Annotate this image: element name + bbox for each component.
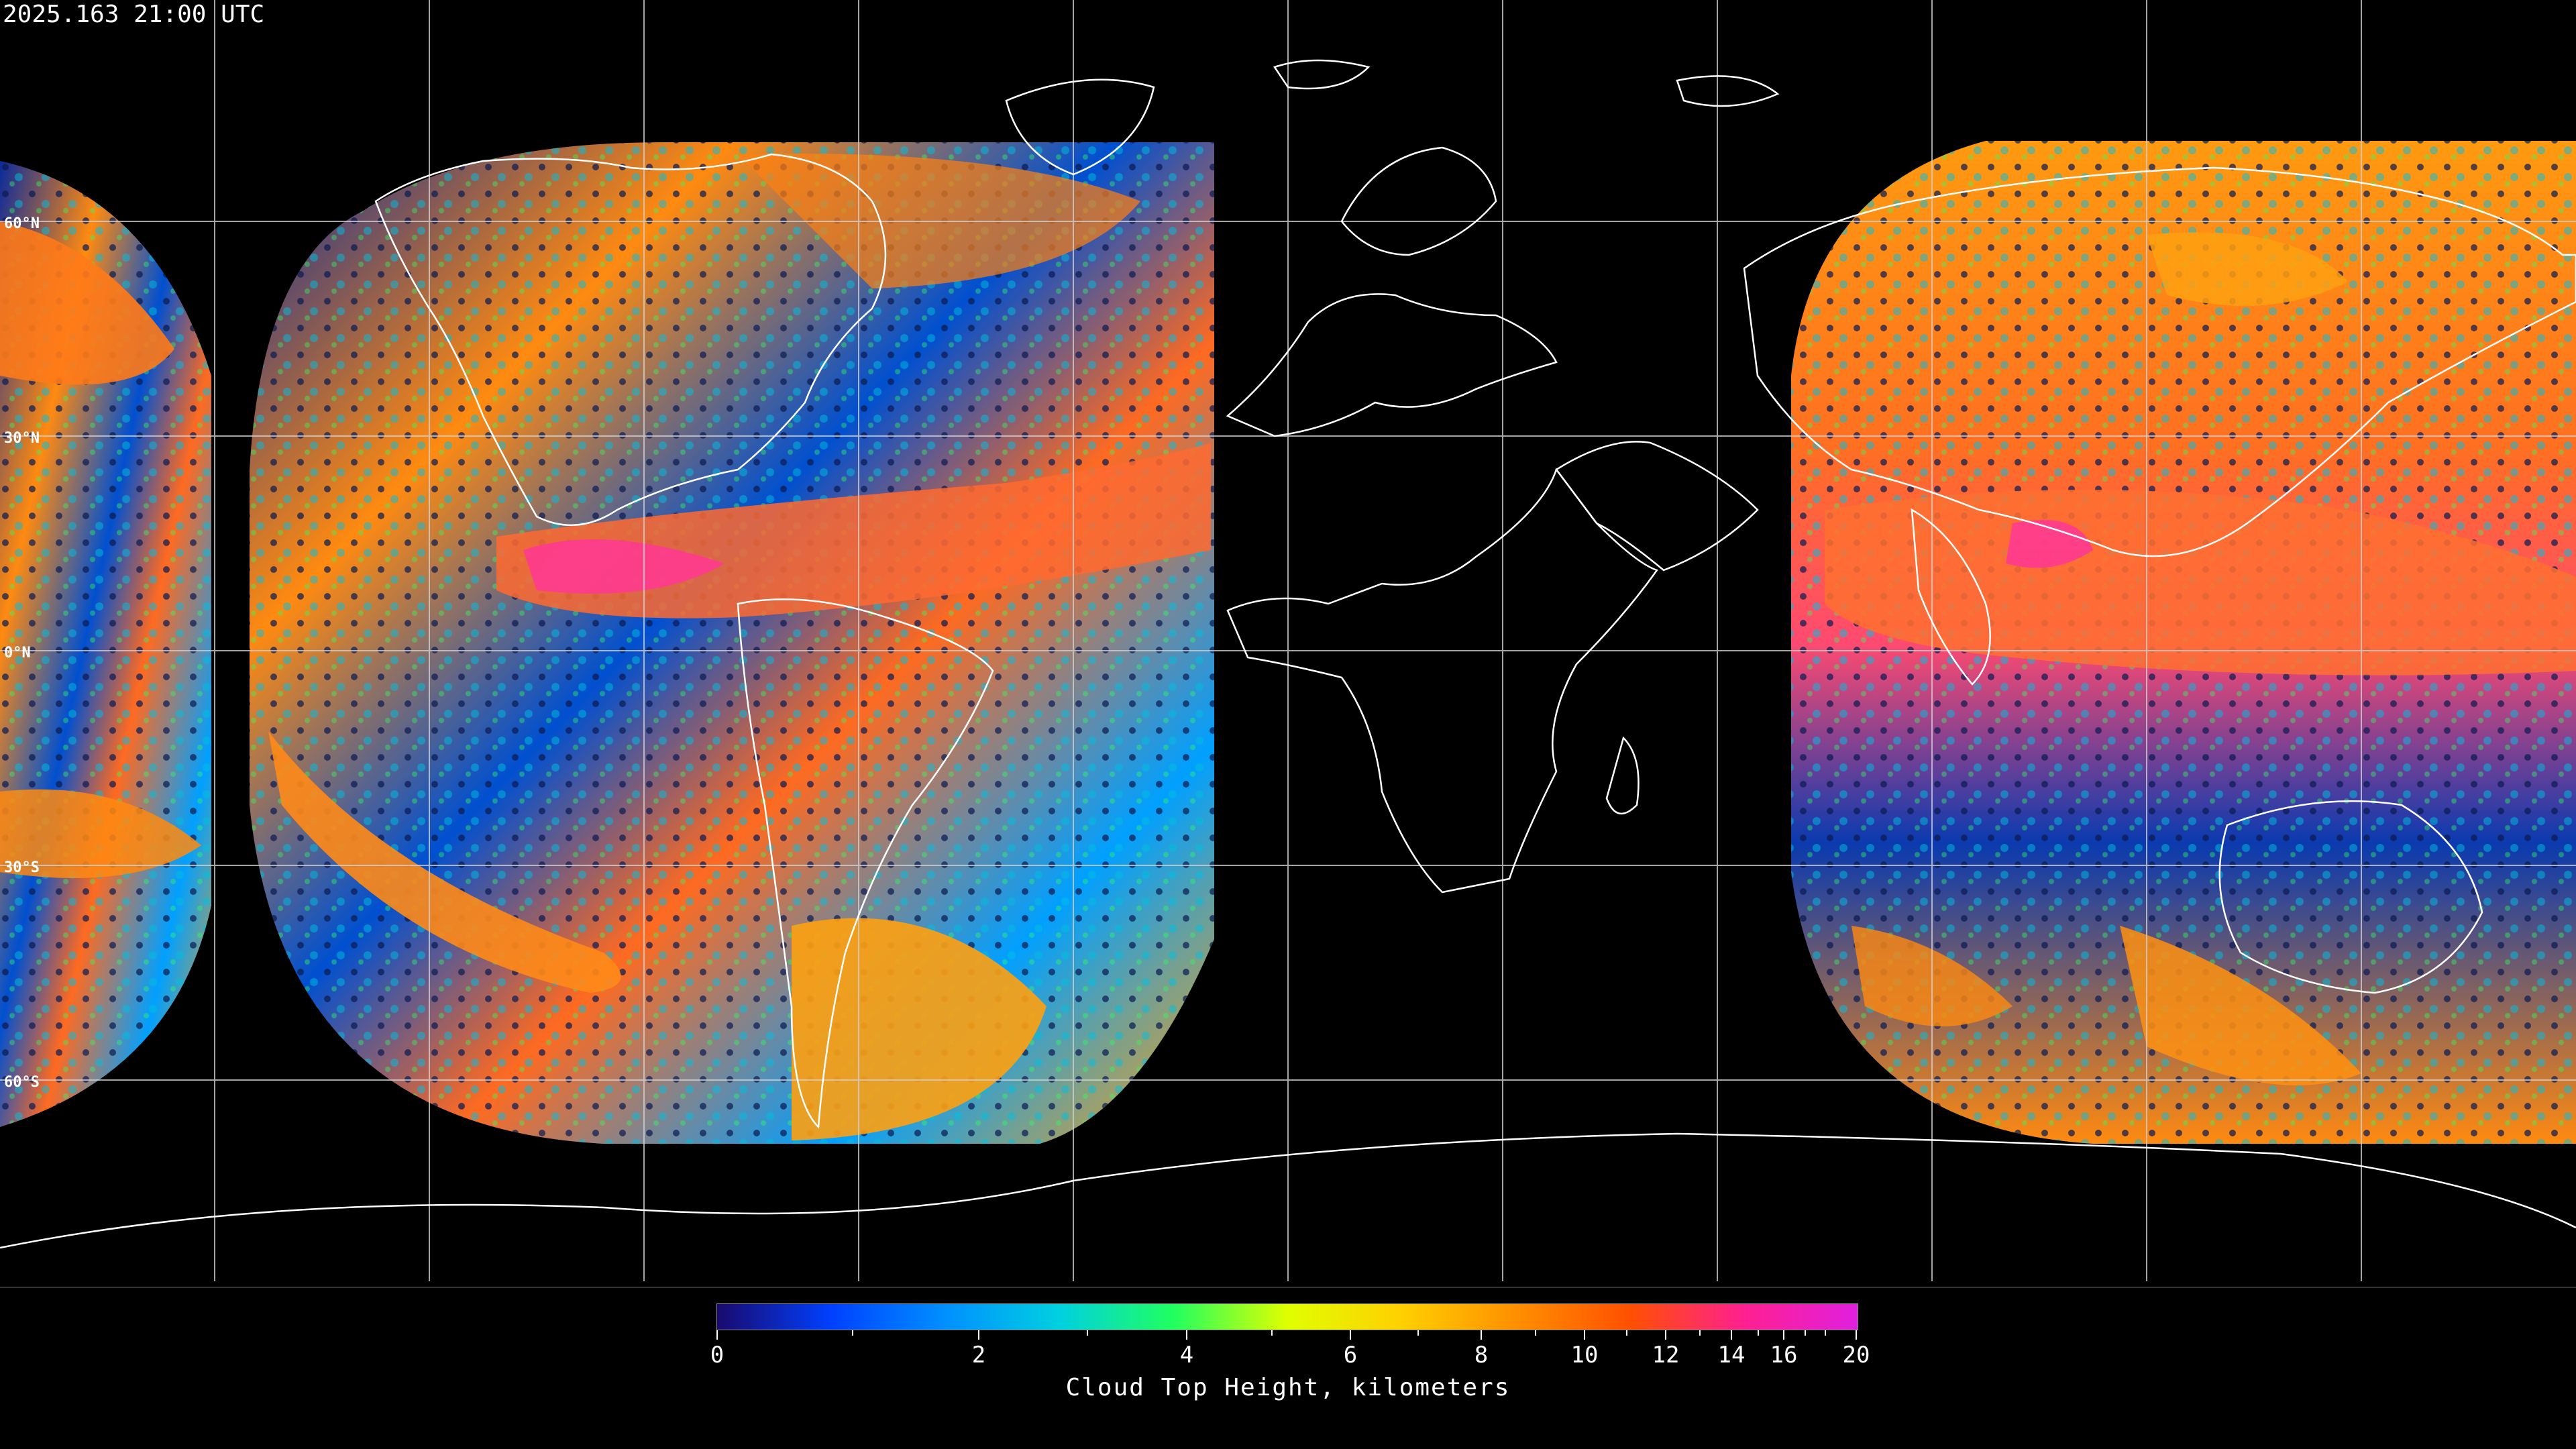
colorbar-label: 0 xyxy=(710,1342,724,1368)
colorbar-label: 2 xyxy=(971,1342,986,1368)
colorbar-tick xyxy=(1350,1330,1351,1340)
lat-label-30s: 30°S xyxy=(4,859,40,876)
colorbar-minor-tick xyxy=(1417,1330,1419,1336)
colorbar-minor-tick xyxy=(852,1330,853,1336)
lat-label-30n: 30°N xyxy=(4,430,40,447)
colorbar-minor-tick xyxy=(1805,1330,1806,1336)
colorbar-tick xyxy=(1584,1330,1585,1340)
satellite-map xyxy=(0,0,2576,1281)
colorbar-label: 16 xyxy=(1770,1342,1798,1368)
colorbar-label: 10 xyxy=(1570,1342,1599,1368)
graticule xyxy=(0,0,2576,1281)
lat-label-60n: 60°N xyxy=(4,215,40,232)
colorbar-minor-tick xyxy=(1087,1330,1088,1336)
timestamp: 2025.163 21:00 UTC xyxy=(3,1,265,28)
lat-label-0n: 0°N xyxy=(4,645,31,661)
colorbar-minor-tick xyxy=(1758,1330,1759,1336)
satellite-disk-west-partial xyxy=(0,161,211,1127)
satellite-disk-asia xyxy=(1791,141,2576,1144)
colorbar-tick xyxy=(978,1330,979,1340)
colorbar-tick xyxy=(1186,1330,1187,1340)
colorbar-tick xyxy=(1856,1330,1857,1340)
panel-divider xyxy=(0,1287,2576,1288)
satellite-disk-americas xyxy=(250,142,1214,1144)
colorbar-label: 14 xyxy=(1717,1342,1746,1368)
colorbar-label: 20 xyxy=(1842,1342,1870,1368)
colorbar-label: 4 xyxy=(1179,1342,1194,1368)
lat-label-60s: 60°S xyxy=(4,1074,40,1091)
colorbar-tick xyxy=(716,1330,718,1340)
colorbar-label: 6 xyxy=(1343,1342,1358,1368)
colorbar-title: Cloud Top Height, kilometers xyxy=(1065,1374,1511,1401)
coastlines xyxy=(0,59,2576,1249)
colorbar-minor-tick xyxy=(1825,1330,1826,1336)
colorbar-tick xyxy=(1731,1330,1732,1340)
colorbar-minor-tick xyxy=(1535,1330,1536,1336)
colorbar-tick xyxy=(1665,1330,1666,1340)
colorbar-label: 8 xyxy=(1474,1342,1489,1368)
colorbar-tick xyxy=(1481,1330,1482,1340)
colorbar-tick xyxy=(1783,1330,1784,1340)
map-panel: 2025.163 21:00 UTC 60°N 30°N 0°N 30°S 60… xyxy=(0,0,2576,1281)
colorbar xyxy=(716,1303,1858,1330)
colorbar-label: 12 xyxy=(1652,1342,1680,1368)
colorbar-minor-tick xyxy=(1699,1330,1701,1336)
colorbar-minor-tick xyxy=(1626,1330,1627,1336)
colorbar-minor-tick xyxy=(1271,1330,1273,1336)
